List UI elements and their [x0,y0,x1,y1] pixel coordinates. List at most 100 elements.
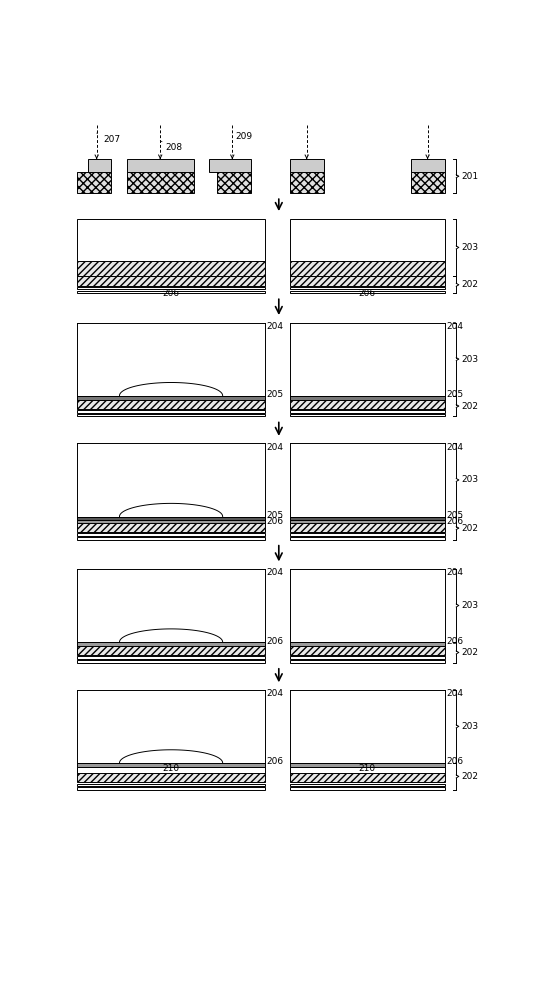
Bar [77,323,265,396]
Bar [77,261,265,276]
Text: 202: 202 [461,524,478,533]
Bar [289,159,324,172]
Bar [77,517,265,520]
Bar [289,690,444,763]
Bar [77,523,265,532]
Bar [289,520,444,523]
Text: 204: 204 [267,689,283,698]
Bar [289,276,444,286]
Bar [289,396,444,400]
Text: 206: 206 [267,637,283,646]
Text: 202: 202 [461,280,478,289]
Bar [289,773,444,782]
Bar [77,287,265,289]
Text: 203: 203 [461,243,478,252]
Bar [289,517,444,520]
Bar [77,533,265,536]
Text: 203: 203 [461,355,478,364]
Text: 203: 203 [461,722,478,731]
Text: 201: 201 [461,172,478,181]
Bar [289,400,444,409]
Bar [77,400,265,409]
Bar [289,172,324,193]
Text: 204: 204 [446,443,463,452]
Bar [289,443,444,517]
Bar [289,656,444,659]
Bar [77,656,265,659]
Bar [289,642,444,646]
Bar [77,690,265,763]
Text: 202: 202 [461,648,478,657]
Bar [77,414,265,416]
Bar [289,537,444,540]
Text: 204: 204 [446,322,463,331]
Bar [77,537,265,540]
Text: 206: 206 [163,289,180,298]
Text: 204: 204 [446,568,463,577]
Bar [77,784,265,786]
Bar [77,569,265,642]
Text: 204: 204 [267,322,283,331]
Bar [289,767,444,773]
Bar [289,784,444,786]
Bar [88,159,112,172]
Bar [77,773,265,782]
Bar [289,219,444,261]
Text: 210: 210 [163,764,180,773]
Bar [217,172,251,193]
Text: 206: 206 [358,289,376,298]
Text: 205: 205 [446,390,463,399]
Bar [289,261,444,276]
Bar [77,520,265,523]
Bar [77,219,265,261]
Text: 207: 207 [97,133,120,144]
Bar [77,767,265,773]
Bar [289,287,444,289]
Bar [77,787,265,790]
Bar [77,660,265,663]
Bar [127,172,194,193]
Text: 204: 204 [446,689,463,698]
Text: 205: 205 [446,511,463,520]
Bar [289,660,444,663]
Text: 202: 202 [461,402,478,411]
Text: 206: 206 [267,757,283,766]
Text: 206: 206 [446,517,463,526]
Text: 206: 206 [446,637,463,646]
Bar [77,396,265,400]
Bar [289,291,444,293]
Bar [289,646,444,655]
Bar [289,414,444,416]
Bar [77,291,265,293]
Text: 204: 204 [267,443,283,452]
Text: 205: 205 [267,511,283,520]
Bar [77,410,265,413]
Bar [127,159,194,172]
Bar [289,787,444,790]
Bar [289,533,444,536]
Bar [77,172,112,193]
Text: 206: 206 [446,757,463,766]
Text: 205: 205 [267,390,283,399]
Bar [77,646,265,655]
Text: 203: 203 [461,601,478,610]
Text: 203: 203 [461,475,478,484]
Bar [77,443,265,517]
Bar [77,642,265,646]
Bar [411,159,444,172]
Bar [77,763,265,767]
Bar [209,159,251,172]
Bar [411,172,444,193]
Bar [289,569,444,642]
Bar [289,523,444,532]
Text: 209: 209 [236,132,252,141]
Bar [77,276,265,286]
Bar [289,763,444,767]
Text: 202: 202 [461,772,478,781]
Bar [289,323,444,396]
Text: 210: 210 [358,764,376,773]
Text: 206: 206 [267,517,283,526]
Text: 204: 204 [267,568,283,577]
Text: 208: 208 [160,141,182,152]
Bar [289,410,444,413]
